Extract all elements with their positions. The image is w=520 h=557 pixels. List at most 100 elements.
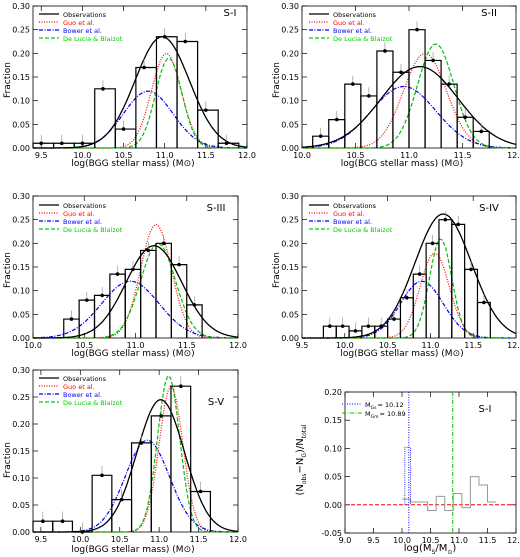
x-tick-label: 11.5 (197, 151, 215, 160)
y-tick-label: 0.25 (281, 216, 299, 225)
data-point (146, 248, 151, 253)
data-point (366, 324, 371, 328)
y-axis-title: Fraction (272, 62, 282, 98)
observation-bar (130, 442, 152, 532)
y-tick-label: 0.20 (12, 420, 30, 429)
y-tick-label: 0.10 (12, 287, 30, 296)
y-axis-title: Fraction (3, 442, 13, 478)
legend-guo: Guo et al. (63, 19, 95, 27)
y-tick-label: 0.30 (12, 366, 30, 375)
plot-layer: 10.0 10.5 11.0 11.5 12.0 0.00 0.05 0.10 0.15 0.20… (281, 2, 520, 160)
x-tick-label: 10.0 (73, 151, 91, 160)
data-point (479, 129, 484, 134)
y-tick-label: 0.20 (12, 239, 30, 248)
data-point (431, 58, 435, 63)
x-tick-label: 11.0 (400, 151, 418, 160)
legend: Observations Guo et al. Bower et al. De … (39, 375, 123, 407)
legend-observations: Observations (333, 11, 377, 19)
y-tick-label: 0.10 (12, 474, 30, 483)
y-tick-label: 0.30 (12, 2, 30, 11)
y-tick-label: 0.10 (12, 97, 30, 106)
x-tick-label: 10.0 (293, 151, 311, 160)
observation-bar (344, 83, 362, 148)
data-point (192, 303, 197, 307)
observation-bar (78, 299, 96, 338)
panel-s-iii: 10.0 10.5 11.0 11.5 12.0 0.00 0.05 0.10 0.15 0.20… (3, 192, 247, 359)
observation-bar (392, 71, 410, 148)
y-tick-label: 0.15 (324, 416, 342, 425)
plot-layer: 9.5 10.0 10.5 11.0 11.5 12.0 0.00 0.05 0.10 0.15 0… (12, 366, 247, 544)
y-axis-title: Fraction (3, 252, 13, 288)
panel-s-v: 9.5 10.0 10.5 11.0 11.5 12.0 0.00 0.05 0.10 0.15 0… (3, 366, 247, 555)
y-tick-label: 0.10 (281, 97, 299, 106)
observation-bar (63, 318, 80, 338)
x-tick-label: 10.5 (379, 341, 397, 350)
y-tick-label: 0.30 (281, 2, 299, 11)
model-curve-bower-et-al- (33, 439, 238, 533)
observation-bar (387, 318, 402, 338)
y-tick-label: 0.25 (12, 26, 30, 35)
data-point (41, 519, 45, 523)
x-tick-label: 9.5 (367, 536, 380, 545)
panel-s-i: 9.5 10.0 10.5 11.0 11.5 12.0 0.00 0.05 0.10 0.15 0… (3, 2, 256, 169)
observation-bar (140, 249, 157, 338)
x-axis-title: log(BGG stellar mass) (M⊙) (340, 349, 463, 359)
legend-delucia: De Lucia & Blaizot (63, 399, 123, 407)
gaussian-fit (33, 36, 248, 149)
panel-s-iv: 9.5 10.0 10.5 11.0 11.5 12.0 0.00 0.05 0.10 0.15 0… (272, 192, 520, 359)
legend-mgm: MGm= 10.89 (365, 410, 406, 420)
observation-bar (155, 36, 178, 148)
x-tick-label: 10.5 (422, 536, 440, 545)
legend-guo: Guo et al. (333, 210, 365, 218)
legend-bower: Bower et al. (63, 218, 102, 226)
y-tick-label: 0.00 (12, 144, 30, 153)
panel-label: S-II (481, 8, 497, 19)
data-point (334, 117, 339, 122)
x-tick-label: 10.0 (393, 536, 411, 545)
x-tick-label: 10.0 (71, 535, 89, 544)
legend-bower: Bower et al. (63, 27, 102, 35)
panel-label: S-V (208, 397, 224, 408)
y-tick-label: 0.20 (324, 388, 342, 397)
y-tick-label: 0.15 (281, 263, 299, 272)
gaussian-fit (302, 213, 517, 339)
data-point (100, 293, 104, 298)
x-tick-label: 9.5 (296, 341, 309, 350)
observation-bar (360, 95, 378, 148)
x-axis-title: log(BCG stellar mass) (M⊙) (341, 159, 464, 169)
legend-bower: Bower et al. (333, 218, 372, 226)
x-tick-label: 11.5 (479, 536, 497, 545)
observation-bar (476, 301, 491, 338)
data-point (142, 65, 146, 70)
y-axis-title: Fraction (3, 62, 13, 98)
y-tick-label: 0.25 (281, 26, 299, 35)
y-tick-label: 0.10 (324, 444, 342, 453)
y-tick-label: 0.00 (12, 334, 30, 343)
x-tick-label: 11.5 (454, 151, 472, 160)
data-point (177, 262, 181, 267)
observation-bar (425, 242, 440, 338)
plot-layer: 9.0 9.5 10.0 10.5 11.0 11.5 12.0 -0.05 0.00 0.05 0… (321, 388, 520, 545)
y-tick-label: 0.05 (281, 120, 299, 129)
data-point (115, 272, 120, 276)
x-tick-label: 9.5 (35, 535, 48, 544)
data-point (447, 82, 451, 86)
y-tick-label: 0.30 (12, 192, 30, 201)
x-tick-label: 10.5 (75, 341, 93, 350)
y-tick-label: 0.30 (281, 192, 299, 201)
y-tick-label: 0.00 (281, 334, 299, 343)
y-tick-label: 0.15 (281, 73, 299, 82)
x-axis-title: log(BGG stellar mass) (M⊙) (71, 545, 194, 555)
data-point (399, 70, 403, 75)
data-point (469, 267, 473, 272)
observation-bar (190, 490, 212, 532)
data-point (183, 39, 188, 44)
data-point (204, 108, 208, 112)
legend-delucia: De Lucia & Blaizot (333, 226, 393, 234)
data-point (179, 384, 183, 389)
y-tick-label: 0.00 (281, 144, 299, 153)
data-point (39, 141, 44, 146)
data-point (101, 87, 105, 91)
plot-layer: 9.5 10.0 10.5 11.0 11.5 12.0 0.00 0.05 0.10 0.15 0… (12, 2, 256, 160)
